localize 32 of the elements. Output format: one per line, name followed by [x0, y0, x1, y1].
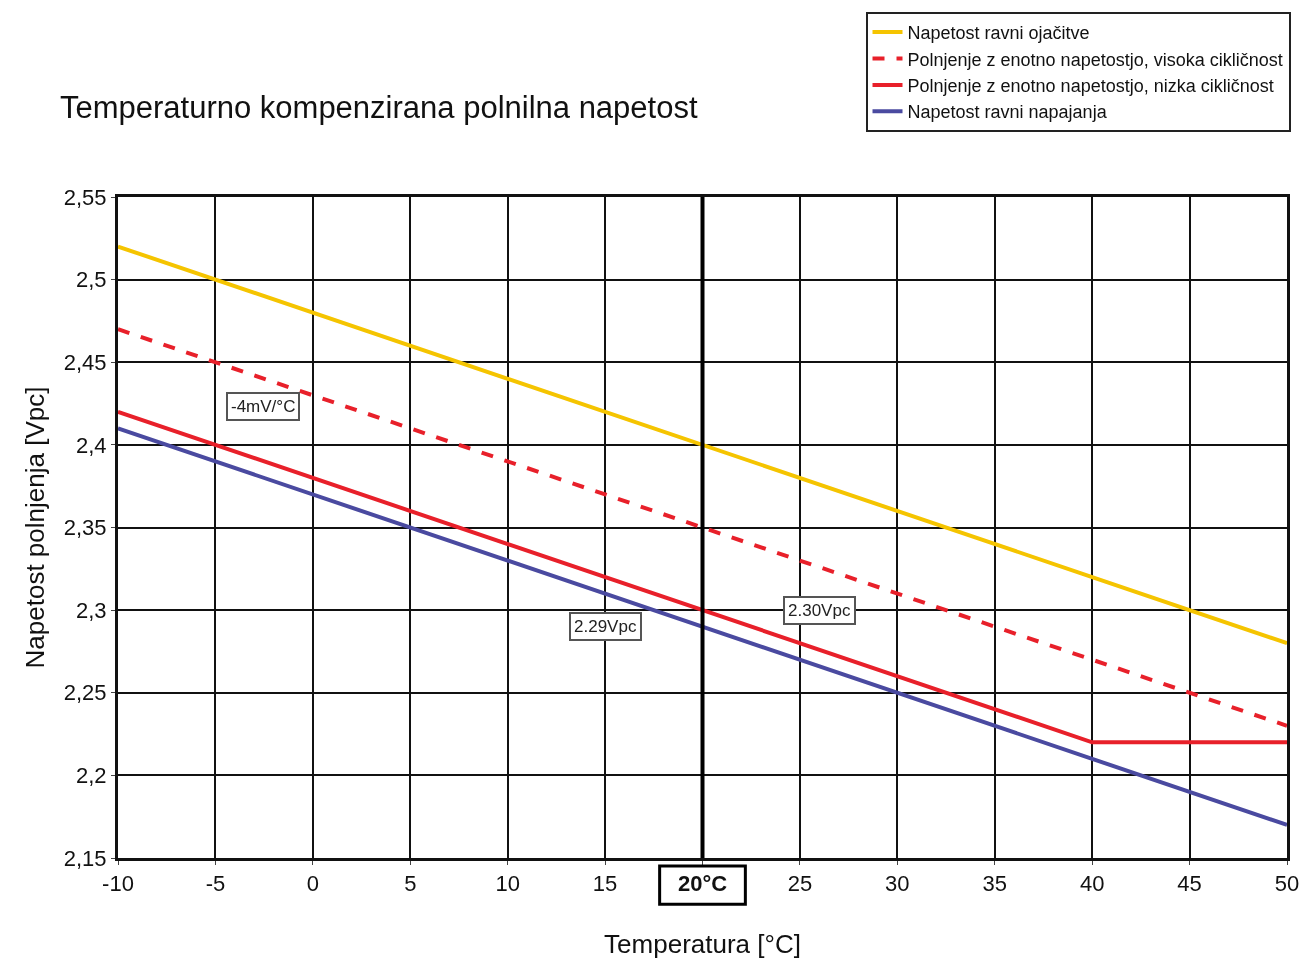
y-tick-label: 2,15	[63, 845, 107, 871]
x-tick-label: -5	[205, 871, 226, 897]
annotation: 2.30Vpc	[788, 601, 851, 620]
x-tick-label: 40	[1079, 871, 1105, 897]
y-tick-label: 2,5	[76, 267, 107, 293]
x-tick-label: -10	[102, 871, 134, 897]
chart-title: Temperaturno kompenzirana polnilna napetost	[59, 89, 698, 125]
x-tick-label: 0	[306, 871, 319, 897]
y-axis-title: Napetost polnjenja [Vpc]	[20, 386, 51, 669]
y-tick-label: 2,4	[76, 432, 107, 458]
x-tick-label: 25	[787, 871, 813, 897]
y-tick-label: 2,55	[63, 184, 107, 210]
legend-label: Polnjenje z enotno napetostjo, nizka cikličnost	[907, 75, 1274, 96]
x-tick-label: 20°C	[677, 871, 728, 897]
x-tick-label: 5	[404, 871, 417, 897]
y-tick-label: 2,35	[63, 515, 107, 541]
y-tick-label: 2,2	[76, 763, 107, 789]
legend-label: Napetost ravni napajanja	[907, 102, 1108, 123]
x-tick-label: 50	[1274, 871, 1300, 897]
x-tick-label: 35	[982, 871, 1007, 897]
y-tick-label: 2,3	[76, 597, 107, 623]
x-tick-label: 30	[885, 871, 910, 897]
annotation: 2.29Vpc	[574, 617, 637, 636]
annotation: -4mV/°C	[231, 397, 296, 416]
legend-label: Napetost ravni ojačitve	[907, 23, 1090, 44]
legend-label: Polnjenje z enotno napetostjo, visoka cikličnost	[907, 49, 1283, 70]
x-tick-label: 45	[1177, 871, 1202, 897]
y-tick-label: 2,25	[63, 680, 107, 706]
x-tick-label: 10	[495, 871, 520, 897]
y-tick-label: 2,45	[63, 349, 107, 375]
x-axis-title: Temperatura [°C]	[604, 929, 801, 960]
x-tick-label: 15	[592, 871, 618, 897]
